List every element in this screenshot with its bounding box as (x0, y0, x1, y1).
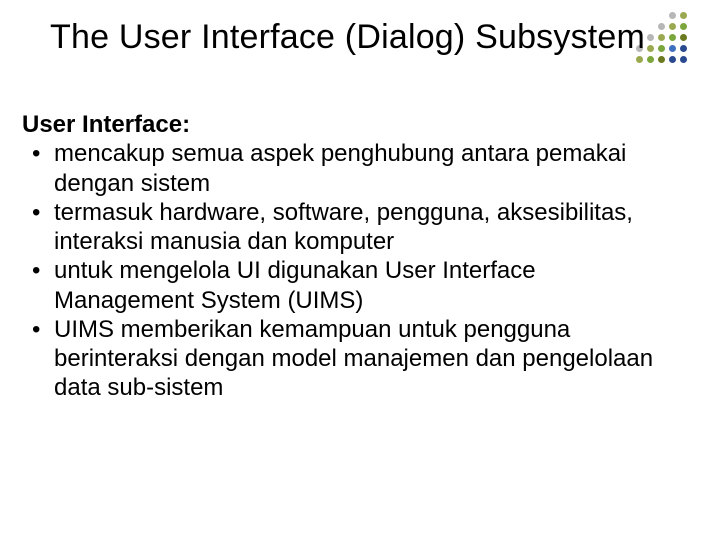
subheading: User Interface: (22, 110, 660, 139)
deco-dot (680, 12, 687, 19)
list-item: mencakup semua aspek penghubung antara p… (22, 139, 660, 198)
deco-dot (680, 56, 687, 63)
slide: The User Interface (Dialog) Subsystem Us… (0, 0, 720, 540)
list-item: untuk mengelola UI digunakan User Interf… (22, 256, 660, 315)
slide-title: The User Interface (Dialog) Subsystem (50, 18, 680, 57)
deco-dot (658, 56, 665, 63)
bullet-list: mencakup semua aspek penghubung antara p… (22, 139, 660, 402)
slide-body: User Interface: mencakup semua aspek pen… (22, 110, 660, 403)
deco-dot (680, 34, 687, 41)
list-item: termasuk hardware, software, pengguna, a… (22, 198, 660, 257)
deco-dot (669, 56, 676, 63)
deco-dot (647, 56, 654, 63)
deco-dot (636, 56, 643, 63)
deco-dot (680, 45, 687, 52)
deco-dot (680, 23, 687, 30)
list-item: UIMS memberikan kemampuan untuk pengguna… (22, 315, 660, 403)
